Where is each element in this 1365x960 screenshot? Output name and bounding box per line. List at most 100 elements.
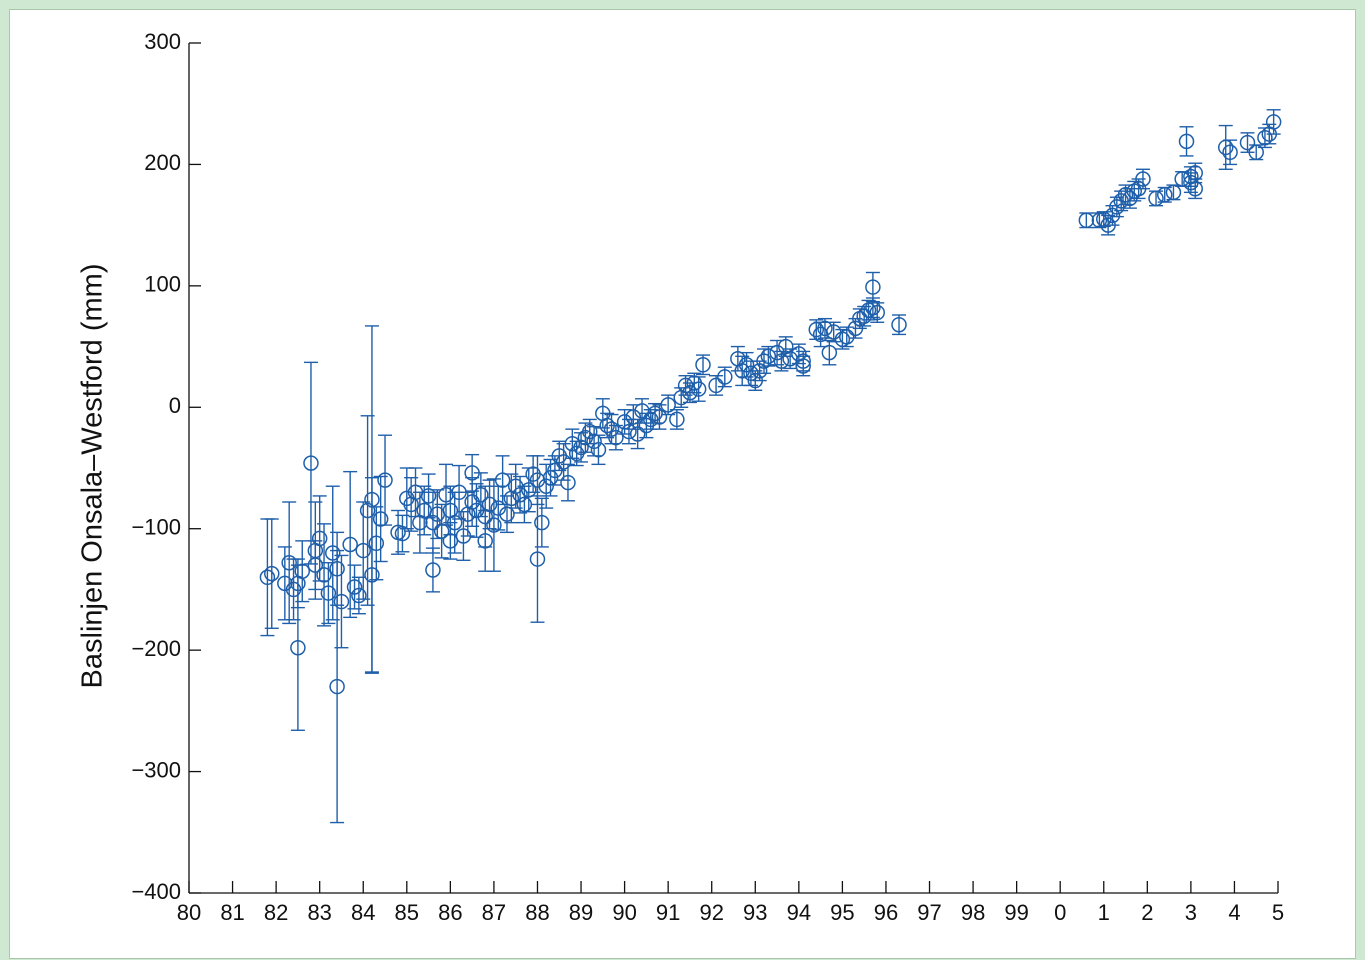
point-marker — [1265, 114, 1282, 130]
data-point — [669, 409, 685, 430]
point-marker — [446, 514, 463, 531]
point-marker — [586, 433, 602, 450]
data-point — [364, 325, 380, 674]
data-point — [708, 375, 724, 396]
data-point — [1148, 190, 1164, 207]
data-point — [690, 376, 707, 402]
data-point — [394, 514, 411, 553]
point-marker — [294, 563, 311, 579]
point-marker — [751, 363, 768, 379]
x-tick-label: 0 — [1054, 900, 1066, 925]
point-marker — [1257, 129, 1273, 146]
data-point — [446, 491, 463, 554]
x-tick-label: 98 — [961, 900, 985, 925]
point-marker — [425, 514, 441, 531]
x-tick-label: 82 — [264, 900, 288, 925]
point-marker — [891, 316, 907, 333]
x-tick-label: 89 — [569, 900, 593, 925]
data-point — [839, 326, 855, 348]
point-marker — [669, 411, 685, 428]
data-point — [473, 472, 489, 518]
point-marker — [1239, 134, 1256, 151]
point-marker — [329, 678, 345, 695]
x-tick-label: 2 — [1141, 900, 1153, 925]
x-tick-label: 88 — [525, 900, 549, 925]
point-marker — [616, 414, 633, 430]
x-tick-label: 95 — [830, 900, 854, 925]
point-marker — [1148, 190, 1164, 207]
y-tick-label: −100 — [131, 515, 181, 540]
x-tick-label: 86 — [438, 900, 462, 925]
point-marker — [651, 409, 668, 425]
point-marker — [621, 423, 637, 440]
data-point — [512, 475, 528, 514]
point-marker — [869, 304, 885, 321]
data-point — [412, 491, 428, 554]
point-marker — [333, 593, 350, 610]
point-marker — [264, 565, 280, 582]
point-marker — [1178, 133, 1195, 150]
point-marker — [351, 587, 367, 604]
point-marker — [425, 562, 441, 578]
point-marker — [817, 320, 833, 337]
point-marker — [346, 579, 363, 595]
x-tick-label: 1 — [1098, 900, 1110, 925]
data-point — [281, 501, 297, 625]
data-point — [320, 562, 337, 625]
data-point — [695, 354, 711, 376]
x-tick-label: 3 — [1185, 900, 1197, 925]
point-marker — [738, 357, 755, 373]
data-point — [865, 271, 881, 303]
data-point — [891, 314, 907, 336]
point-marker — [695, 357, 711, 373]
point-marker — [1156, 187, 1173, 203]
point-marker — [660, 397, 676, 413]
point-marker — [359, 502, 376, 519]
x-tick-label: 83 — [307, 900, 331, 925]
point-marker — [629, 426, 646, 442]
point-marker — [377, 472, 393, 488]
data-point — [529, 455, 546, 506]
data-point — [1165, 184, 1182, 201]
point-marker — [316, 567, 332, 583]
point-marker — [756, 353, 772, 369]
point-marker — [473, 486, 489, 503]
point-marker — [303, 455, 319, 471]
data-point — [534, 497, 550, 548]
point-marker — [1187, 165, 1203, 181]
x-tick-label: 93 — [743, 900, 767, 925]
data-point — [324, 485, 341, 621]
point-marker — [573, 439, 589, 456]
x-tick-label: 85 — [395, 900, 419, 925]
point-marker — [538, 478, 554, 494]
point-marker — [368, 535, 385, 552]
point-marker — [529, 551, 546, 567]
point-marker — [647, 405, 663, 422]
point-marker — [1165, 184, 1182, 201]
point-marker — [1222, 144, 1238, 161]
point-marker — [865, 279, 881, 295]
x-tick-label: 90 — [612, 900, 636, 925]
point-marker — [307, 557, 324, 573]
data-point — [425, 547, 441, 593]
point-marker — [608, 429, 624, 446]
point-marker — [582, 423, 598, 440]
x-tick-label: 97 — [917, 900, 941, 925]
point-marker — [324, 545, 341, 561]
point-marker — [394, 525, 411, 542]
point-marker — [717, 369, 733, 385]
point-marker — [290, 639, 306, 656]
y-axis-title: Baslinjen Onsala–Westford (mm) — [77, 264, 109, 689]
point-marker — [329, 561, 345, 577]
y-tick-label: −400 — [131, 879, 181, 904]
data-point — [738, 351, 755, 378]
data-point — [316, 523, 332, 627]
data-point — [717, 366, 733, 388]
point-marker — [555, 454, 572, 470]
data-point — [869, 302, 885, 323]
x-tick-label: 81 — [220, 900, 244, 925]
data-point — [651, 404, 668, 430]
y-tick-label: −200 — [131, 636, 181, 661]
